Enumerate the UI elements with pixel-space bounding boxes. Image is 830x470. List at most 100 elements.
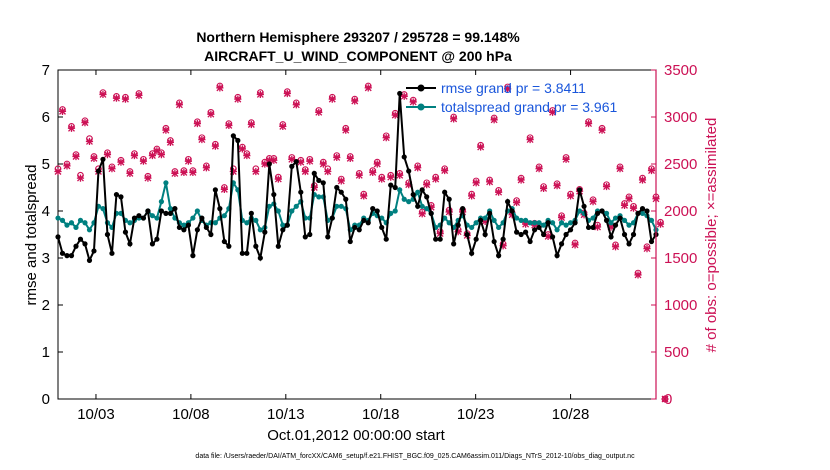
rmse-point <box>581 203 587 209</box>
rmse-point <box>91 248 97 254</box>
y-axis-right: 0 500 1000 1500 2000 2500 3000 3500 <box>651 62 697 408</box>
obs-assimilated-point <box>396 171 404 179</box>
spread-point <box>576 208 583 214</box>
rmse-point <box>293 159 299 165</box>
spread-point <box>86 227 93 233</box>
rmse-point <box>433 236 439 242</box>
spread-point <box>567 220 574 226</box>
obs-assimilated-point <box>216 84 224 92</box>
spread-point <box>563 222 569 228</box>
obs-assimilated-point <box>450 115 458 123</box>
obs-assimilated-point <box>184 157 192 165</box>
rmse-point <box>455 222 461 228</box>
obs-assimilated-point <box>643 245 651 253</box>
rmse-point <box>64 253 70 259</box>
rmse-point <box>352 224 358 231</box>
obs-assimilated-point <box>607 223 615 231</box>
obs-assimilated-point <box>234 95 242 103</box>
rmse-point <box>163 210 169 216</box>
legend-rmse-marker <box>417 84 425 92</box>
y2-tick-label: 3500 <box>664 62 697 79</box>
obs-assimilated-point <box>369 168 377 177</box>
rmse-point <box>648 238 655 245</box>
rmse-point <box>469 250 475 256</box>
spread-point <box>491 217 497 223</box>
spread-point <box>415 189 421 195</box>
obs-assimilated-point <box>351 97 359 105</box>
rmse-point <box>181 227 187 233</box>
rmse-point <box>473 236 479 242</box>
spread-point <box>190 215 196 221</box>
rmse-point <box>113 191 120 198</box>
obs-assimilated-point <box>441 166 449 175</box>
rmse-point <box>356 227 362 233</box>
obs-assimilated-point <box>279 122 287 130</box>
rmse-point <box>248 210 254 216</box>
rmse-point <box>446 196 452 202</box>
rmse-point <box>545 220 551 226</box>
spread-point <box>536 220 542 226</box>
spread-point <box>532 220 538 226</box>
y2-tick-label: 2000 <box>664 203 697 220</box>
rmse-point <box>136 213 142 219</box>
obs-assimilated-point <box>76 174 85 182</box>
obs-assimilated-point <box>166 138 175 146</box>
obs-assimilated-point <box>288 155 296 163</box>
rmse-point <box>68 253 75 259</box>
obs-assimilated-point <box>193 119 201 128</box>
obs-assimilated-point <box>360 192 368 200</box>
obs-assimilated-point <box>566 192 575 200</box>
obs-assimilated-point <box>108 165 116 173</box>
x-tick-label: 10/13 <box>267 406 305 423</box>
plot-area <box>54 69 669 403</box>
obs-assimilated-point <box>153 147 161 155</box>
x-tick-label: 10/23 <box>457 406 495 423</box>
spread-point <box>280 222 286 228</box>
obs-assimilated-point <box>63 162 71 170</box>
legend-spread-marker <box>417 103 425 111</box>
rmse-point <box>208 231 214 238</box>
rmse-point <box>635 210 641 216</box>
obs-assimilated-point <box>121 95 130 103</box>
rmse-point <box>428 210 434 216</box>
obs-assimilated-point <box>328 95 336 103</box>
rmse-point <box>621 231 628 238</box>
rmse-point <box>289 163 295 169</box>
obs-assimilated-point <box>418 210 426 218</box>
rmse-point <box>527 238 533 245</box>
obs-assimilated-point <box>562 155 570 163</box>
obs-assimilated-point <box>620 201 629 209</box>
spread-point <box>554 227 560 233</box>
obs-assimilated-point <box>211 142 219 150</box>
rmse-point <box>630 231 637 238</box>
obs-assimilated-point <box>584 119 593 128</box>
obs-assimilated-point <box>454 228 462 236</box>
spread-point <box>163 180 169 186</box>
obs-assimilated-point <box>283 89 291 98</box>
y-tick-label: 7 <box>42 62 50 79</box>
y2-tick-label: 3000 <box>664 109 697 126</box>
obs-assimilated-point <box>157 151 166 159</box>
obs-assimilated-point <box>135 91 143 99</box>
y-tick-label: 5 <box>42 156 50 173</box>
rmse-point <box>514 229 520 235</box>
rmse-point <box>100 156 106 162</box>
legend: rmse grand pr = 3.8411 totalspread grand… <box>406 80 618 115</box>
spread-point <box>621 217 628 223</box>
spread-point <box>154 215 160 221</box>
obs-assimilated-point <box>270 156 278 164</box>
rmse-point <box>158 208 165 214</box>
obs-assimilated-point <box>661 395 669 403</box>
rmse-point <box>239 250 245 256</box>
obs-assimilated-point <box>373 160 381 168</box>
spread-point <box>149 213 156 219</box>
obs-assimilated-point <box>162 126 170 134</box>
obs-assimilated-point <box>414 164 422 172</box>
rmse-point <box>325 234 331 240</box>
rmse-point <box>266 161 272 167</box>
x-axis: 10/03 10/08 10/13 10/18 10/23 10/28 <box>77 70 589 423</box>
spread-point <box>73 224 79 231</box>
obs-assimilated-point <box>504 85 512 93</box>
rmse-point <box>127 241 133 247</box>
